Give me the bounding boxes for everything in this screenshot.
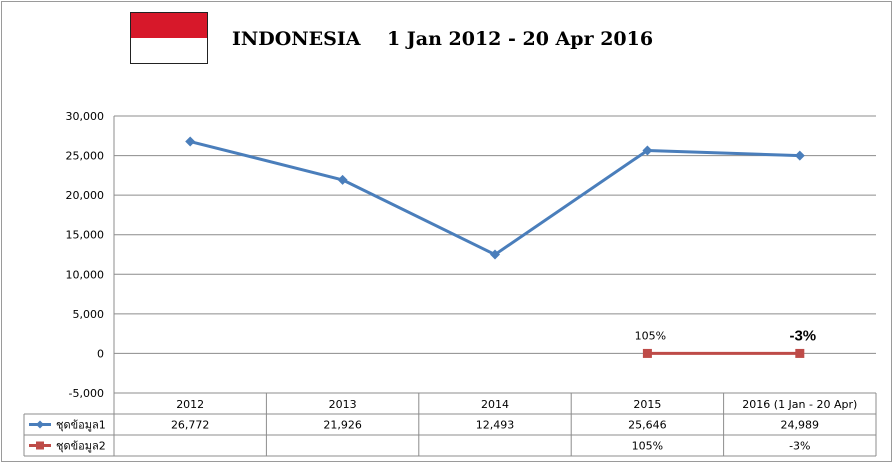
- table-cell-value: 26,772: [171, 419, 210, 432]
- y-tick-label: 25,000: [66, 150, 105, 163]
- table-cell-value: 12,493: [476, 419, 515, 432]
- y-tick-label: 30,000: [66, 110, 105, 123]
- table-cell-value: -3%: [789, 440, 810, 453]
- legend-marker: [36, 441, 44, 450]
- data-label: -3%: [789, 327, 816, 344]
- legend-label: ชุดข้อมูล2: [56, 440, 106, 453]
- data-point-marker: [794, 150, 805, 161]
- data-point-marker: [795, 348, 805, 358]
- table-cell-value: 21,926: [323, 419, 362, 432]
- legend-marker: [36, 420, 44, 429]
- x-tick-label: 2014: [481, 398, 509, 411]
- y-tick-label: 5,000: [73, 308, 105, 321]
- chart-title: INDONESIA 1 Jan 2012 - 20 Apr 2016: [232, 28, 654, 50]
- table-cell-value: 24,989: [781, 419, 820, 432]
- y-tick-label: 10,000: [66, 268, 105, 281]
- data-point-marker: [642, 145, 653, 156]
- data-point-marker: [185, 136, 196, 147]
- data-point-marker: [337, 174, 348, 185]
- series-line: [189, 140, 800, 257]
- x-tick-label: 2015: [633, 398, 661, 411]
- x-tick-label: 2012: [176, 398, 204, 411]
- data-point-marker: [490, 249, 500, 260]
- y-tick-label: 15,000: [66, 229, 105, 242]
- indonesia-flag-icon: [130, 12, 208, 64]
- legend-label: ชุดข้อมูล1: [56, 419, 106, 432]
- table-cell-value: 25,646: [628, 419, 667, 432]
- x-tick-label: 2013: [329, 398, 357, 411]
- y-tick-label: -5,000: [69, 387, 104, 400]
- y-tick-label: 20,000: [66, 189, 105, 202]
- x-tick-label: 2016 (1 Jan - 20 Apr): [742, 398, 857, 411]
- data-label: 105%: [635, 329, 666, 342]
- y-tick-label: 0: [97, 347, 104, 360]
- data-point-marker: [642, 348, 652, 358]
- table-cell-value: 105%: [632, 440, 663, 453]
